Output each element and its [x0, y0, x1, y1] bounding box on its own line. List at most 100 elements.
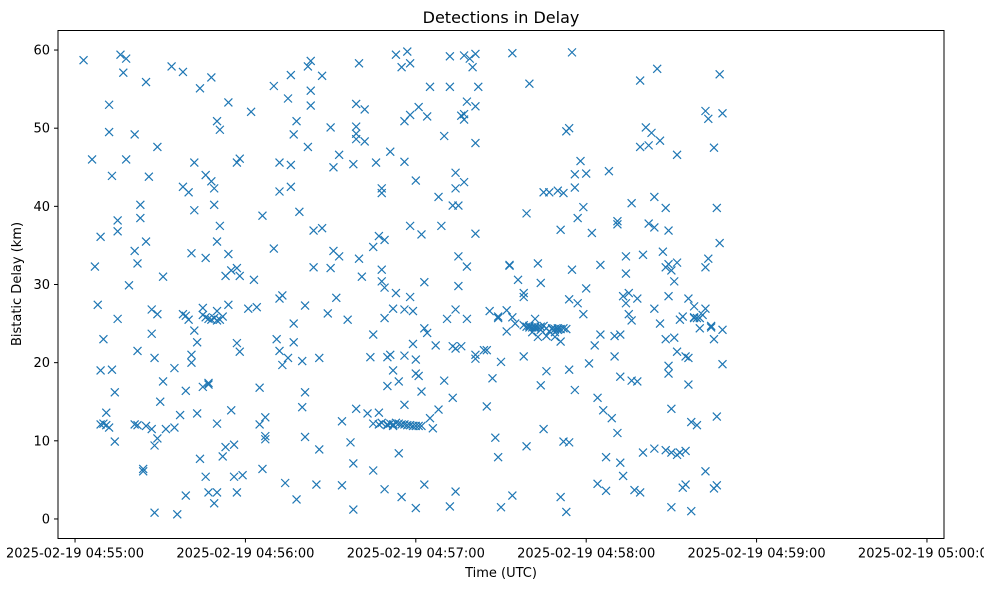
data-point: [422, 328, 432, 338]
data-point: [158, 376, 168, 386]
data-point: [133, 258, 142, 268]
data-point: [394, 448, 404, 458]
data-point: [405, 292, 415, 302]
data-point: [96, 366, 106, 375]
data-point: [354, 254, 364, 264]
data-point: [400, 305, 409, 314]
data-point: [445, 502, 455, 511]
data-point: [380, 484, 389, 494]
data-point: [152, 434, 162, 443]
data-point: [471, 138, 480, 148]
data-point: [451, 487, 460, 497]
data-point: [218, 312, 228, 321]
data-point: [269, 244, 279, 253]
data-point: [496, 502, 506, 512]
data-point: [232, 263, 242, 273]
data-point: [116, 50, 125, 60]
data-point: [655, 136, 665, 146]
data-point: [459, 115, 469, 125]
data-point: [170, 363, 179, 373]
data-point: [400, 157, 409, 167]
data-point: [215, 221, 225, 231]
data-point: [133, 420, 142, 430]
data-point: [104, 423, 114, 432]
data-point: [550, 324, 560, 334]
data-point: [212, 419, 222, 429]
data-point: [703, 114, 713, 124]
data-point: [564, 294, 574, 304]
data-point: [672, 347, 682, 357]
data-point: [93, 300, 103, 310]
data-point: [581, 169, 591, 178]
data-point: [689, 301, 699, 311]
data-point: [536, 322, 546, 332]
data-point: [90, 262, 100, 271]
data-point: [564, 365, 574, 375]
data-point: [232, 487, 242, 497]
data-point: [610, 351, 620, 361]
data-point: [436, 221, 446, 231]
data-point: [135, 213, 145, 223]
x-tick-label: 2025-02-19 04:55:00: [6, 547, 144, 562]
data-point: [451, 168, 460, 178]
data-point: [348, 505, 358, 515]
data-point: [692, 313, 702, 323]
data-point: [292, 494, 301, 504]
data-point: [570, 183, 580, 193]
data-point: [311, 480, 321, 489]
data-point: [275, 187, 284, 196]
data-point: [377, 188, 387, 198]
data-point: [559, 323, 568, 333]
data-point: [235, 271, 245, 281]
x-tick-label: 2025-02-19 04:59:00: [688, 547, 826, 562]
data-point: [519, 288, 529, 298]
data-point: [556, 337, 566, 346]
data-point: [618, 471, 628, 481]
data-point: [624, 309, 634, 319]
data-point: [110, 387, 120, 397]
data-point: [419, 323, 429, 333]
data-point: [686, 417, 696, 427]
data-point: [604, 166, 614, 176]
x-tick-label: 2025-02-19 04:56:00: [176, 547, 314, 562]
data-point: [459, 51, 469, 60]
data-point: [385, 147, 395, 157]
data-point: [553, 186, 563, 196]
data-point: [388, 304, 398, 314]
data-point: [564, 437, 574, 447]
data-point: [507, 312, 517, 322]
data-point: [564, 123, 574, 133]
data-point: [595, 260, 605, 270]
data-point: [570, 385, 580, 395]
data-point: [536, 278, 546, 288]
data-point: [385, 350, 395, 360]
data-point: [306, 86, 316, 96]
data-point: [195, 83, 205, 93]
data-point: [502, 305, 512, 315]
data-point: [576, 156, 585, 166]
data-point: [195, 454, 205, 464]
data-point: [292, 116, 301, 126]
data-point: [201, 312, 211, 322]
x-axis: 2025-02-19 04:55:00 2025-02-19 04:56:00 20…: [6, 538, 984, 562]
data-point: [226, 266, 236, 275]
data-point: [701, 106, 710, 116]
data-point: [627, 316, 637, 325]
data-point: [258, 211, 267, 221]
y-tick-label: 10: [33, 434, 50, 449]
data-point: [488, 373, 497, 383]
data-point: [130, 419, 140, 429]
data-point: [204, 378, 213, 388]
y-axis-label: Bistatic Delay (km): [10, 222, 25, 346]
data-point: [351, 99, 361, 109]
data-point: [709, 143, 719, 153]
data-point: [644, 219, 654, 228]
data-point: [593, 393, 602, 403]
data-point: [343, 315, 353, 325]
data-point: [453, 281, 463, 291]
x-tick-label: 2025-02-19 04:57:00: [347, 547, 485, 562]
data-point: [459, 177, 469, 187]
data-point: [215, 125, 225, 135]
data-point: [348, 459, 358, 468]
